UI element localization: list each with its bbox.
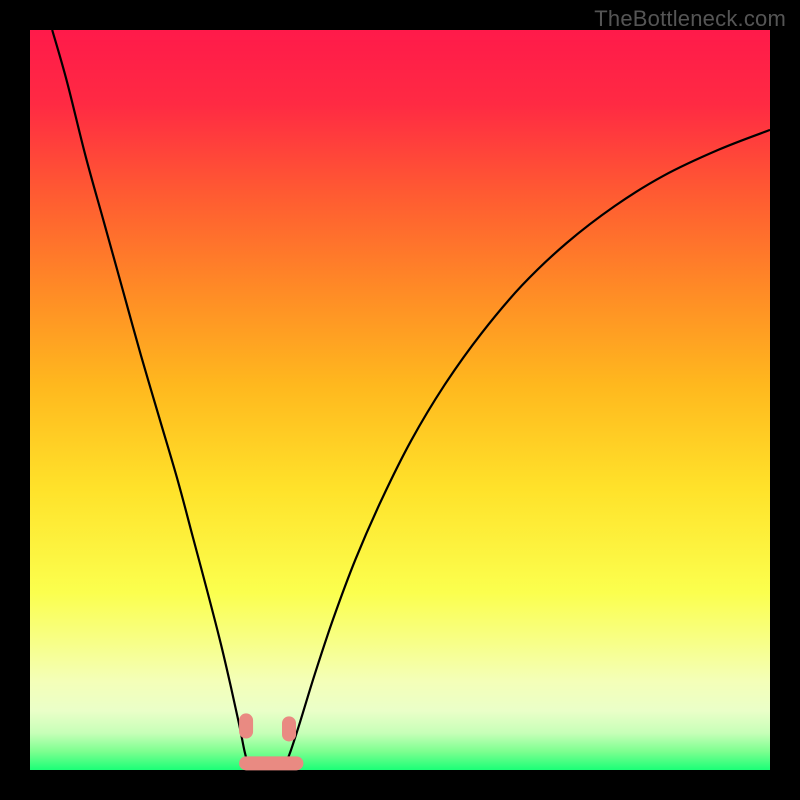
plot-background (30, 30, 770, 770)
watermark-label: TheBottleneck.com (594, 6, 786, 32)
bottleneck-chart (0, 0, 800, 800)
chart-canvas: TheBottleneck.com (0, 0, 800, 800)
